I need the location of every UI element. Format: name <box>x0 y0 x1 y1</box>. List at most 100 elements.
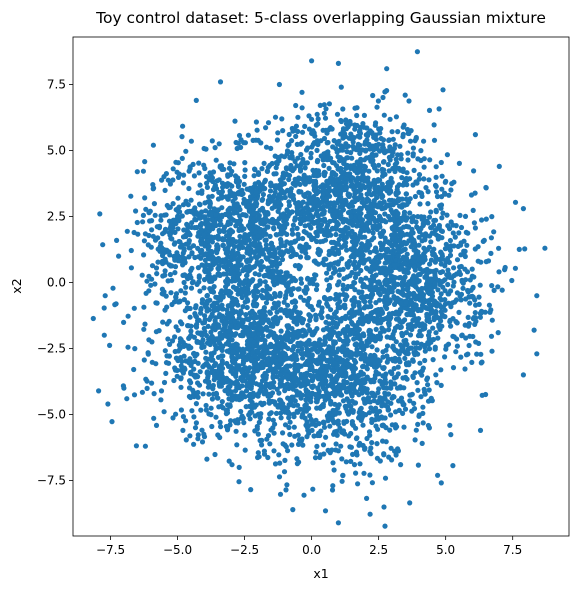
scatter-point <box>258 411 264 417</box>
scatter-point <box>232 256 238 262</box>
scatter-point <box>253 119 259 125</box>
scatter-point <box>335 154 341 160</box>
scatter-point <box>154 271 160 277</box>
scatter-point <box>390 149 396 155</box>
scatter-point <box>203 174 210 180</box>
scatter-point <box>190 279 196 285</box>
scatter-point <box>131 392 138 398</box>
scatter-point <box>369 480 375 486</box>
scatter-point <box>258 186 264 193</box>
scatter-point <box>263 300 270 306</box>
scatter-point <box>343 185 349 191</box>
scatter-point <box>338 118 344 125</box>
scatter-point <box>162 348 168 354</box>
scatter-point <box>203 304 209 310</box>
scatter-point <box>253 189 259 195</box>
scatter-point <box>337 227 343 233</box>
scatter-point <box>343 351 349 357</box>
scatter-point <box>305 351 311 358</box>
scatter-point <box>309 116 315 122</box>
scatter-point <box>371 235 377 241</box>
scatter-point <box>482 309 488 315</box>
scatter-point <box>390 136 396 142</box>
scatter-point <box>229 295 235 301</box>
scatter-point <box>281 469 288 475</box>
scatter-point <box>276 157 282 163</box>
scatter-point <box>228 364 234 370</box>
scatter-point <box>178 407 184 413</box>
scatter-point <box>275 208 281 214</box>
scatter-point <box>224 387 230 393</box>
scatter-point <box>194 321 200 327</box>
scatter-point <box>186 393 192 400</box>
scatter-point <box>166 218 173 224</box>
scatter-point <box>255 137 261 143</box>
scatter-point <box>196 201 203 207</box>
scatter-point <box>217 383 223 389</box>
scatter-point <box>197 369 203 375</box>
scatter-point <box>258 279 264 285</box>
scatter-point <box>158 388 165 394</box>
scatter-point <box>349 182 355 188</box>
scatter-point <box>357 130 363 136</box>
scatter-point <box>298 317 304 323</box>
scatter-point <box>276 224 282 230</box>
scatter-point <box>199 427 205 433</box>
scatter-point <box>332 360 338 366</box>
scatter-point <box>396 182 402 188</box>
scatter-point <box>292 304 298 310</box>
scatter-point <box>229 462 235 468</box>
scatter-point <box>263 125 269 131</box>
scatter-point <box>277 276 283 282</box>
scatter-point <box>171 241 177 247</box>
scatter-point <box>325 180 331 187</box>
scatter-point <box>309 352 315 358</box>
scatter-point <box>199 297 206 303</box>
scatter-point <box>304 346 310 352</box>
scatter-point <box>397 385 403 391</box>
scatter-point <box>254 127 260 133</box>
scatter-point <box>244 304 250 311</box>
scatter-point <box>272 114 279 120</box>
scatter-point <box>321 386 327 392</box>
scatter-point <box>335 418 341 424</box>
scatter-point <box>186 231 192 237</box>
scatter-point <box>261 305 267 311</box>
scatter-point <box>257 437 263 444</box>
scatter-point <box>427 157 433 163</box>
scatter-point <box>469 359 475 365</box>
scatter-point <box>300 411 306 417</box>
scatter-point <box>300 333 306 339</box>
scatter-point <box>252 167 258 173</box>
scatter-point <box>297 211 304 217</box>
scatter-point <box>305 205 311 211</box>
scatter-point <box>260 287 266 293</box>
scatter-point <box>320 182 326 188</box>
scatter-point <box>342 431 348 437</box>
scatter-point <box>350 451 356 457</box>
scatter-point <box>181 246 187 252</box>
scatter-point <box>166 318 172 324</box>
scatter-point <box>170 217 176 223</box>
scatter-point <box>312 272 318 278</box>
scatter-point <box>274 321 280 327</box>
scatter-point <box>479 359 485 365</box>
scatter-point <box>141 238 147 244</box>
scatter-point <box>344 171 350 177</box>
scatter-point <box>349 155 355 161</box>
scatter-point <box>250 203 256 210</box>
scatter-point <box>377 130 383 136</box>
scatter-point <box>193 420 199 426</box>
scatter-point <box>302 123 308 129</box>
scatter-point <box>109 419 115 425</box>
scatter-point <box>153 422 160 428</box>
scatter-point <box>193 210 200 216</box>
scatter-point <box>168 227 174 233</box>
scatter-point <box>227 188 233 194</box>
scatter-point <box>153 361 159 367</box>
scatter-point <box>277 250 283 256</box>
scatter-point <box>242 173 248 179</box>
scatter-point <box>384 385 390 391</box>
scatter-point <box>264 325 270 331</box>
scatter-point <box>306 397 312 403</box>
